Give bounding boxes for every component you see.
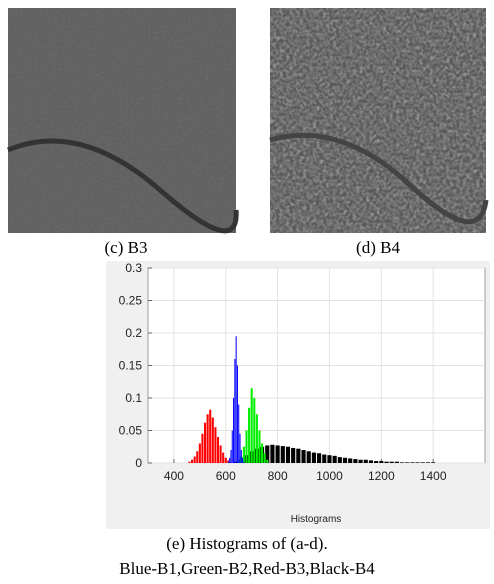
bar	[399, 462, 405, 463]
bar	[211, 417, 214, 463]
bar	[198, 443, 201, 463]
bar	[337, 457, 342, 463]
bar	[243, 461, 245, 463]
bar	[258, 430, 261, 463]
bar	[348, 458, 353, 463]
bar	[394, 461, 399, 463]
bar	[306, 451, 311, 463]
bar	[253, 398, 256, 463]
x-tick-label: 400	[164, 469, 184, 483]
y-tick-label: 0.2	[125, 326, 142, 340]
caption-c: (c) B3	[105, 238, 148, 257]
bar	[291, 448, 296, 463]
bar	[266, 459, 269, 463]
bar	[384, 461, 389, 463]
bar	[231, 430, 233, 463]
bar	[227, 461, 229, 463]
bar	[188, 461, 191, 463]
bar	[270, 444, 275, 463]
y-tick-label: 0	[135, 456, 142, 470]
bar	[229, 457, 231, 463]
bar	[410, 462, 415, 463]
bar	[317, 453, 322, 463]
bar	[265, 445, 270, 463]
y-tick-label: 0.05	[119, 424, 143, 438]
bar	[219, 445, 222, 463]
y-tick-label: 0.15	[119, 359, 143, 373]
bar	[209, 409, 212, 463]
x-tick-label: 1400	[420, 469, 447, 483]
y-tick-label: 0.1	[125, 391, 142, 405]
bar	[322, 454, 327, 463]
chart: 0 0.05 0.1 0.15 0.2 0.25 0.3 400 600 800 1000 1200 1…	[119, 261, 485, 483]
bar	[358, 459, 363, 463]
image-b4	[269, 8, 489, 233]
bar	[415, 462, 420, 463]
bar	[248, 407, 251, 463]
bar	[222, 452, 225, 463]
bar	[203, 422, 207, 463]
bar	[245, 430, 248, 463]
caption-e-legend: Blue-B1,Green-B2,Red-B3,Black-B4	[119, 559, 375, 578]
bar	[374, 461, 379, 463]
bar	[405, 462, 410, 463]
bar	[242, 457, 244, 463]
bar	[201, 433, 204, 463]
bar	[285, 446, 291, 463]
y-tick-label: 0.3	[125, 261, 142, 275]
bar	[275, 445, 280, 463]
x-axis-label: Histograms	[291, 514, 342, 525]
x-tick-label: 1200	[368, 469, 395, 483]
bar	[206, 414, 209, 463]
bar	[255, 414, 258, 463]
x-tick-label: 600	[216, 469, 236, 483]
bar	[196, 451, 199, 463]
x-tick-label: 800	[268, 469, 288, 483]
bar	[368, 460, 374, 463]
bar	[233, 398, 235, 463]
bar	[191, 459, 194, 463]
bar	[240, 450, 242, 463]
bar	[431, 462, 436, 463]
bar	[216, 437, 220, 463]
bar	[230, 450, 232, 463]
bar	[389, 461, 394, 463]
bar	[280, 446, 285, 463]
bar	[301, 450, 306, 463]
bar	[263, 453, 266, 463]
bar	[425, 462, 431, 463]
bar	[296, 448, 301, 463]
bar	[363, 459, 368, 463]
bar	[332, 455, 337, 463]
bar	[238, 404, 240, 463]
bar	[239, 433, 241, 463]
y-tick-label: 0.25	[119, 294, 143, 308]
bar	[214, 427, 217, 463]
bar	[342, 457, 348, 463]
bar	[327, 455, 332, 463]
bar	[353, 459, 358, 463]
caption-e: (e) Histograms of (a-d).	[166, 534, 327, 553]
bar	[236, 365, 238, 463]
bar	[235, 336, 237, 463]
bar	[379, 461, 384, 463]
bar	[261, 443, 264, 463]
bar	[311, 452, 316, 463]
bar	[250, 388, 253, 463]
bar	[193, 456, 196, 463]
caption-d: (d) B4	[356, 238, 400, 257]
bar	[234, 359, 236, 463]
bar	[242, 446, 245, 463]
x-tick-label: 1000	[316, 469, 343, 483]
bar	[224, 457, 227, 463]
image-b3	[7, 8, 239, 234]
bar	[420, 462, 425, 463]
